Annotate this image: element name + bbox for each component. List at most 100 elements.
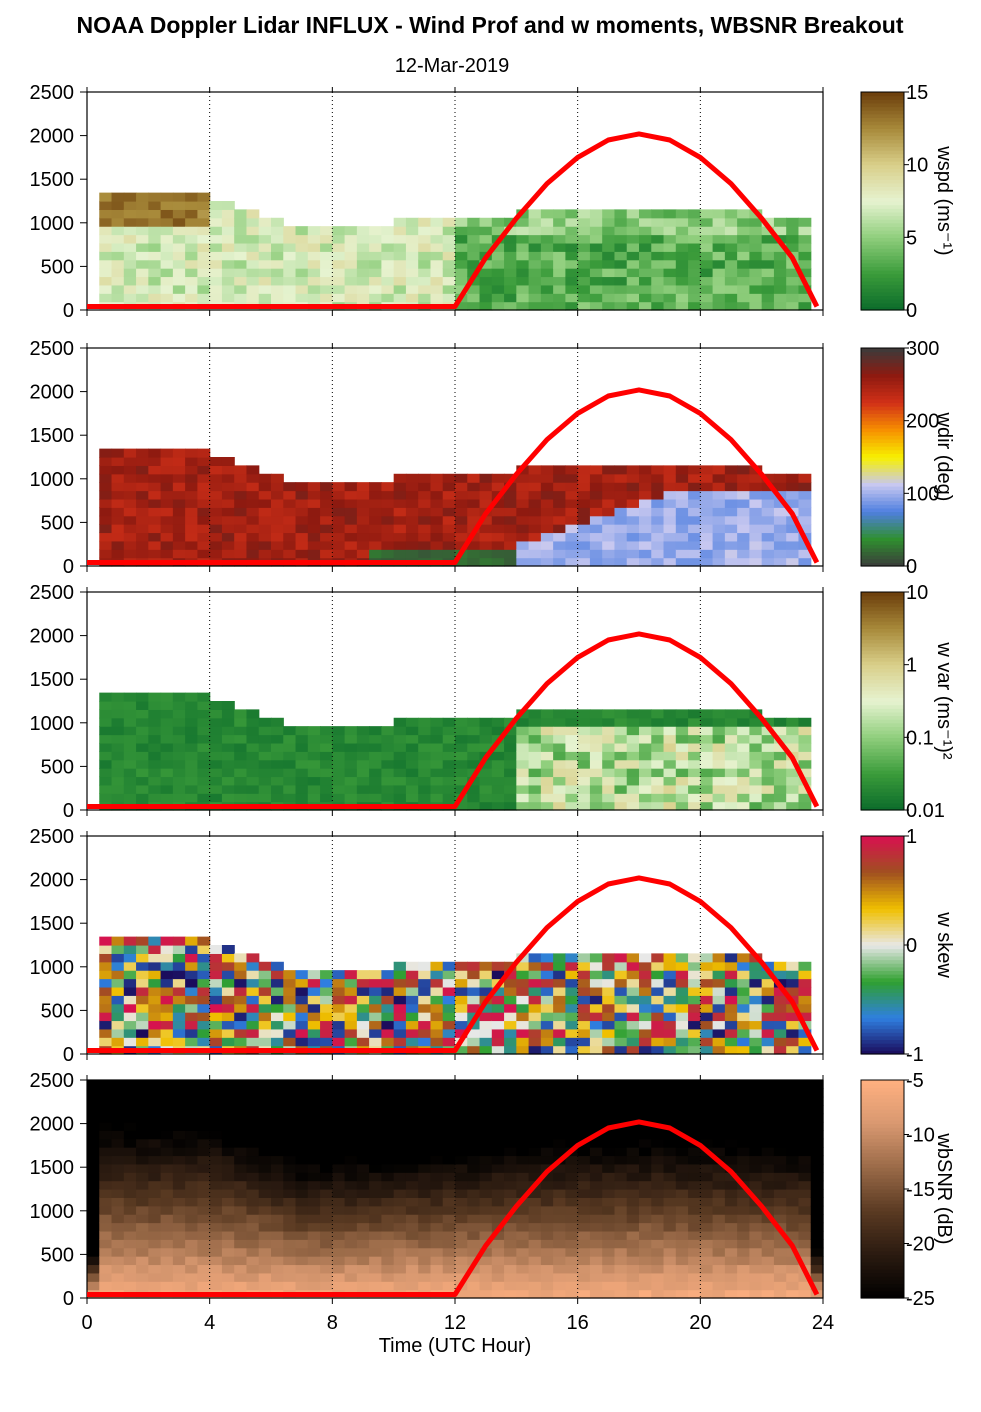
heatmap-cell bbox=[528, 217, 542, 227]
heatmap-cell bbox=[798, 482, 812, 492]
heatmap-cell bbox=[246, 1222, 260, 1232]
heatmap-cell bbox=[148, 1247, 162, 1257]
heatmap-cell bbox=[442, 793, 456, 803]
heatmap-cell bbox=[516, 801, 530, 811]
heatmap-cell bbox=[786, 1088, 800, 1098]
heatmap-cell bbox=[724, 1289, 738, 1299]
heatmap-cell bbox=[99, 457, 113, 466]
heatmap-cell bbox=[810, 1080, 824, 1089]
heatmap-cell bbox=[773, 276, 787, 286]
heatmap-cell bbox=[246, 259, 260, 269]
heatmap-cell bbox=[405, 1020, 419, 1030]
heatmap-cell bbox=[602, 1281, 616, 1291]
heatmap-cell bbox=[442, 490, 456, 500]
heatmap-cell bbox=[234, 751, 248, 761]
heatmap-cell bbox=[589, 978, 603, 988]
heatmap-cell bbox=[234, 226, 248, 236]
heatmap-cell bbox=[258, 1155, 272, 1165]
heatmap-cell bbox=[271, 1189, 284, 1198]
heatmap-cell bbox=[602, 490, 616, 500]
heatmap-cell bbox=[356, 978, 370, 988]
heatmap-cell bbox=[283, 734, 297, 744]
colorbar-segment bbox=[861, 726, 904, 731]
heatmap-cell bbox=[123, 717, 137, 727]
heatmap-cell bbox=[271, 217, 284, 227]
heatmap-cell bbox=[221, 1281, 235, 1291]
x-tick-label: 16 bbox=[567, 1312, 589, 1334]
heatmap-cell bbox=[418, 986, 432, 996]
heatmap-cell bbox=[381, 1012, 395, 1022]
heatmap-cell bbox=[332, 1214, 346, 1224]
heatmap-cell bbox=[553, 1281, 566, 1291]
heatmap-cell bbox=[209, 490, 223, 500]
heatmap-cell bbox=[614, 465, 628, 475]
colorbar-segment bbox=[861, 988, 904, 993]
heatmap-cell bbox=[700, 1020, 714, 1030]
heatmap-cell bbox=[246, 1105, 260, 1115]
heatmap-cell bbox=[271, 751, 284, 761]
heatmap-cell bbox=[724, 242, 738, 252]
heatmap-cell bbox=[148, 234, 162, 244]
heatmap-cell bbox=[467, 1105, 481, 1115]
heatmap-cell bbox=[246, 1012, 260, 1022]
heatmap-cell bbox=[749, 284, 763, 294]
heatmap-cell bbox=[540, 1222, 554, 1232]
heatmap-cell bbox=[430, 1264, 444, 1274]
heatmap-cell bbox=[602, 1264, 616, 1274]
heatmap-cell bbox=[283, 549, 297, 559]
heatmap-cell bbox=[651, 1214, 665, 1224]
heatmap-cell bbox=[185, 1256, 198, 1266]
heatmap-cell bbox=[455, 251, 468, 261]
heatmap-cell bbox=[602, 1230, 616, 1240]
heatmap-cell bbox=[577, 1272, 591, 1282]
heatmap-cell bbox=[467, 793, 481, 803]
heatmap-cell bbox=[209, 1147, 223, 1157]
heatmap-cell bbox=[197, 226, 211, 236]
heatmap-cell bbox=[283, 776, 297, 786]
colorbar-segment bbox=[861, 595, 904, 600]
heatmap-cell bbox=[442, 1239, 456, 1249]
heatmap-cell bbox=[516, 1088, 530, 1098]
heatmap-cell bbox=[332, 1163, 346, 1173]
heatmap-cell bbox=[577, 986, 591, 996]
heatmap-cell bbox=[565, 242, 579, 252]
heatmap-cell bbox=[528, 465, 542, 475]
heatmap-cell bbox=[295, 768, 309, 778]
colorbar-segment bbox=[861, 984, 904, 990]
colorbar-segment bbox=[861, 496, 904, 502]
heatmap-cell bbox=[724, 709, 738, 719]
heatmap-cell bbox=[258, 776, 272, 786]
heatmap-cell bbox=[651, 784, 665, 794]
heatmap-cell bbox=[712, 1045, 726, 1055]
heatmap-cell bbox=[589, 1003, 603, 1013]
heatmap-cell bbox=[724, 1130, 738, 1140]
heatmap-cell bbox=[614, 1096, 628, 1106]
heatmap-cell bbox=[700, 276, 714, 286]
heatmap-cell bbox=[626, 1138, 640, 1148]
heatmap-cell bbox=[258, 276, 272, 286]
heatmap-cell bbox=[749, 961, 763, 971]
heatmap-cell bbox=[553, 986, 566, 996]
heatmap-cell bbox=[160, 268, 174, 278]
heatmap-cell bbox=[516, 1214, 530, 1224]
heatmap-cell bbox=[540, 1028, 554, 1038]
heatmap-cell bbox=[491, 507, 505, 517]
heatmap-cell bbox=[209, 1088, 223, 1098]
heatmap-cell bbox=[712, 734, 726, 744]
colorbar-segment bbox=[861, 1167, 904, 1172]
heatmap-cell bbox=[185, 234, 198, 244]
heatmap-cell bbox=[626, 293, 640, 303]
heatmap-cell bbox=[283, 540, 297, 550]
colorbar-segment bbox=[861, 1083, 904, 1088]
heatmap-cell bbox=[479, 768, 493, 778]
heatmap-cell bbox=[246, 970, 260, 980]
heatmap-cell bbox=[614, 759, 628, 769]
heatmap-cell bbox=[197, 234, 211, 244]
heatmap-cell bbox=[393, 293, 407, 303]
heatmap-cell bbox=[663, 1147, 677, 1157]
heatmap-cell bbox=[197, 945, 211, 954]
heatmap-cell bbox=[565, 1155, 579, 1165]
heatmap-cell bbox=[639, 1105, 652, 1115]
heatmap-cell bbox=[737, 1080, 750, 1089]
heatmap-cell bbox=[271, 1147, 284, 1157]
